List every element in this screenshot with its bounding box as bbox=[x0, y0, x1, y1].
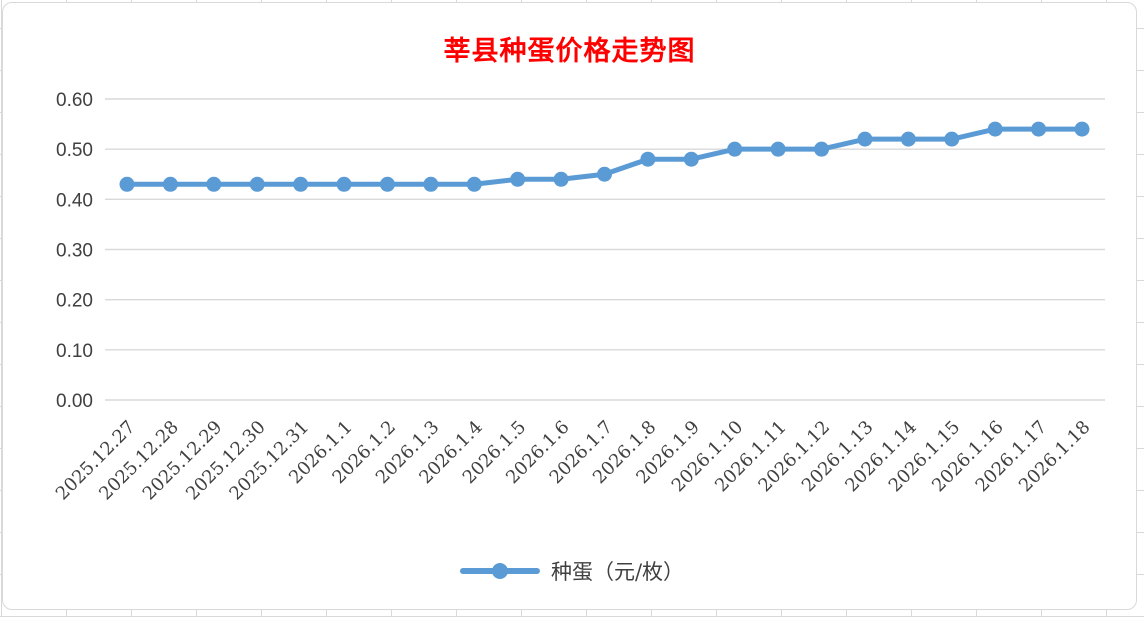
data-point bbox=[293, 176, 309, 192]
data-point bbox=[162, 176, 178, 192]
chart-title: 莘县种蛋价格走势图 bbox=[443, 36, 696, 67]
data-point bbox=[249, 176, 265, 192]
data-point bbox=[900, 131, 916, 147]
legend-label: 种蛋（元/枚） bbox=[550, 560, 685, 584]
data-point bbox=[987, 121, 1003, 137]
data-point bbox=[770, 141, 786, 157]
y-axis-label: 0.50 bbox=[56, 140, 93, 161]
y-axis-label: 0.40 bbox=[56, 190, 93, 211]
data-point bbox=[944, 131, 960, 147]
data-point bbox=[640, 151, 656, 167]
data-point bbox=[857, 131, 873, 147]
y-axis-label: 0.60 bbox=[56, 90, 93, 111]
data-point bbox=[1074, 121, 1090, 137]
y-axis-label: 0.20 bbox=[56, 291, 93, 312]
data-point bbox=[510, 171, 526, 187]
data-point bbox=[597, 166, 612, 182]
data-point bbox=[1031, 121, 1047, 137]
y-axis-label: 0.00 bbox=[56, 391, 93, 412]
legend-line-marker-icon bbox=[459, 563, 540, 579]
data-point bbox=[727, 141, 743, 157]
y-axis-label: 0.10 bbox=[56, 341, 93, 362]
legend-dot-icon bbox=[491, 563, 508, 579]
legend: 种蛋（元/枚） bbox=[459, 556, 685, 586]
y-axis-label: 0.30 bbox=[56, 241, 93, 262]
data-point bbox=[683, 151, 699, 167]
data-point bbox=[379, 176, 395, 192]
data-point bbox=[423, 176, 439, 192]
data-point bbox=[336, 176, 352, 192]
data-point bbox=[206, 176, 222, 192]
data-point bbox=[119, 176, 135, 192]
data-point bbox=[553, 171, 569, 187]
data-point bbox=[466, 176, 482, 192]
chart-object[interactable]: 莘县种蛋价格走势图 bbox=[2, 2, 1137, 610]
data-point bbox=[814, 141, 830, 157]
